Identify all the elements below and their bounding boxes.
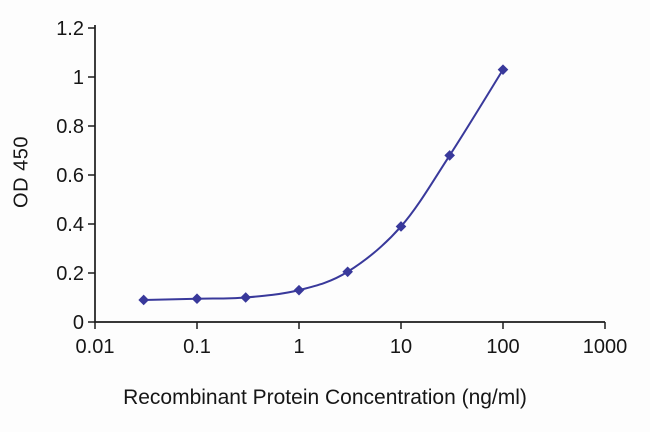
y-tick-label: 1.2 [56, 18, 84, 40]
data-point-marker [342, 266, 353, 278]
y-tick-label: 0.4 [56, 214, 84, 236]
x-tick-label: 1 [293, 336, 304, 358]
data-point-marker [395, 221, 407, 232]
x-tick-label: 100 [486, 336, 519, 358]
y-tick-label: 0.2 [56, 263, 84, 285]
y-tick-label: 0.8 [56, 116, 84, 138]
data-point-marker [497, 64, 509, 75]
axes-lines [94, 25, 605, 323]
x-tick-label: 10 [390, 336, 412, 358]
y-tick-label: 0 [73, 312, 84, 334]
data-point-marker [293, 284, 305, 296]
x-tick-label: 0.01 [76, 336, 115, 358]
data-point-marker [444, 150, 455, 161]
data-point-marker [191, 293, 203, 305]
y-tick-label: 1 [73, 67, 84, 89]
data-point-marker [240, 292, 251, 303]
x-tick-label: 0.1 [183, 336, 211, 358]
data-point-marker [138, 294, 149, 306]
x-tick-label: 1000 [583, 336, 628, 358]
y-axis-title: OD 450 [10, 136, 33, 208]
y-tick-label: 0.6 [56, 165, 84, 187]
series-line [142, 68, 504, 301]
x-axis-title: Recombinant Protein Concentration (ng/ml… [123, 386, 527, 409]
